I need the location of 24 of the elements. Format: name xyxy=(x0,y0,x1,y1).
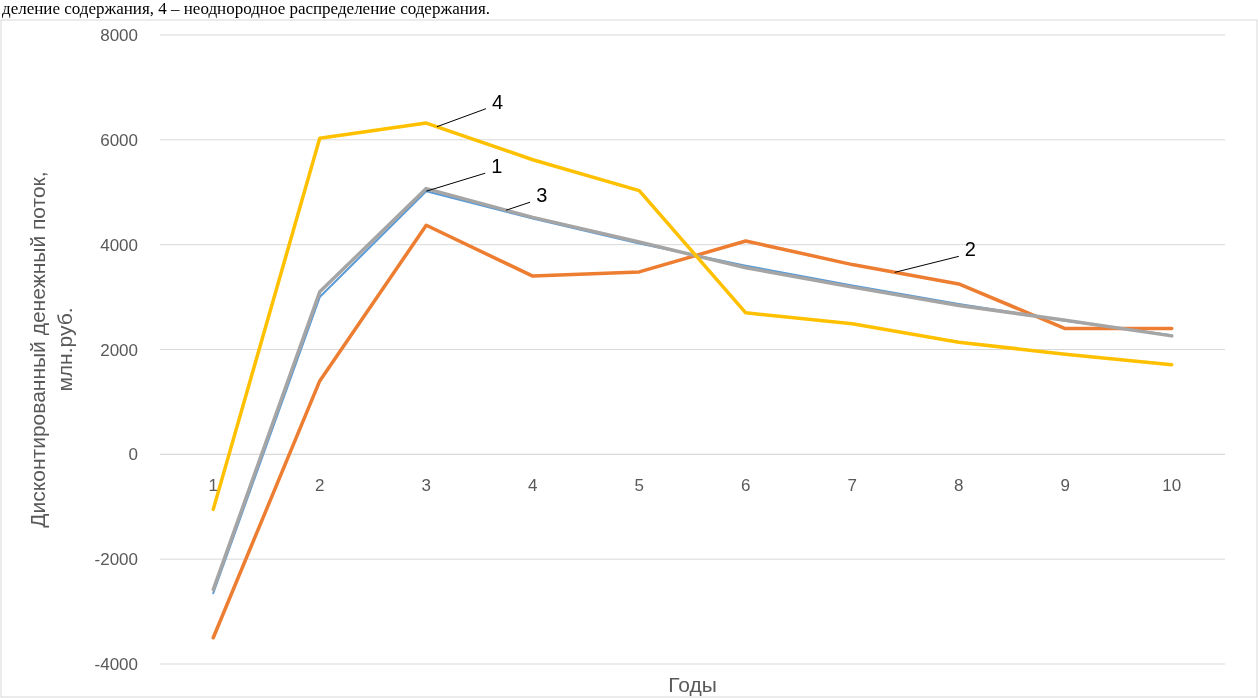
x-tick-label: 8 xyxy=(954,476,964,496)
series-label: 2 xyxy=(964,238,976,261)
x-tick-label: 2 xyxy=(315,476,325,496)
y-tick-label: 8000 xyxy=(100,26,138,45)
y-tick-label: 4000 xyxy=(100,235,138,255)
x-tick-label: 10 xyxy=(1162,476,1182,496)
series-label: 1 xyxy=(491,155,503,178)
x-tick-label: 4 xyxy=(528,476,538,496)
x-tick-label: 5 xyxy=(634,476,644,496)
y-tick-label: 6000 xyxy=(100,130,138,150)
x-tick-label: 6 xyxy=(741,476,751,496)
series-label: 3 xyxy=(536,184,548,207)
x-axis-title: Годы xyxy=(668,673,717,696)
text: деление содержания, 4 – неоднородное распределение содержания. xyxy=(2,0,490,18)
series-label: 4 xyxy=(491,90,504,113)
y-tick-label: 0 xyxy=(128,445,138,465)
x-tick-label: 1 xyxy=(208,476,218,496)
y-tick-label: -4000 xyxy=(94,655,138,674)
x-tick-label: 3 xyxy=(421,476,431,496)
y-axis-title: Дисконтированный денежный поток, млн.руб. xyxy=(26,171,76,528)
x-tick-label: 7 xyxy=(847,476,857,496)
y-tick-label: -2000 xyxy=(94,550,138,570)
y-tick-label: 2000 xyxy=(100,340,138,360)
x-tick-label: 9 xyxy=(1060,476,1070,496)
